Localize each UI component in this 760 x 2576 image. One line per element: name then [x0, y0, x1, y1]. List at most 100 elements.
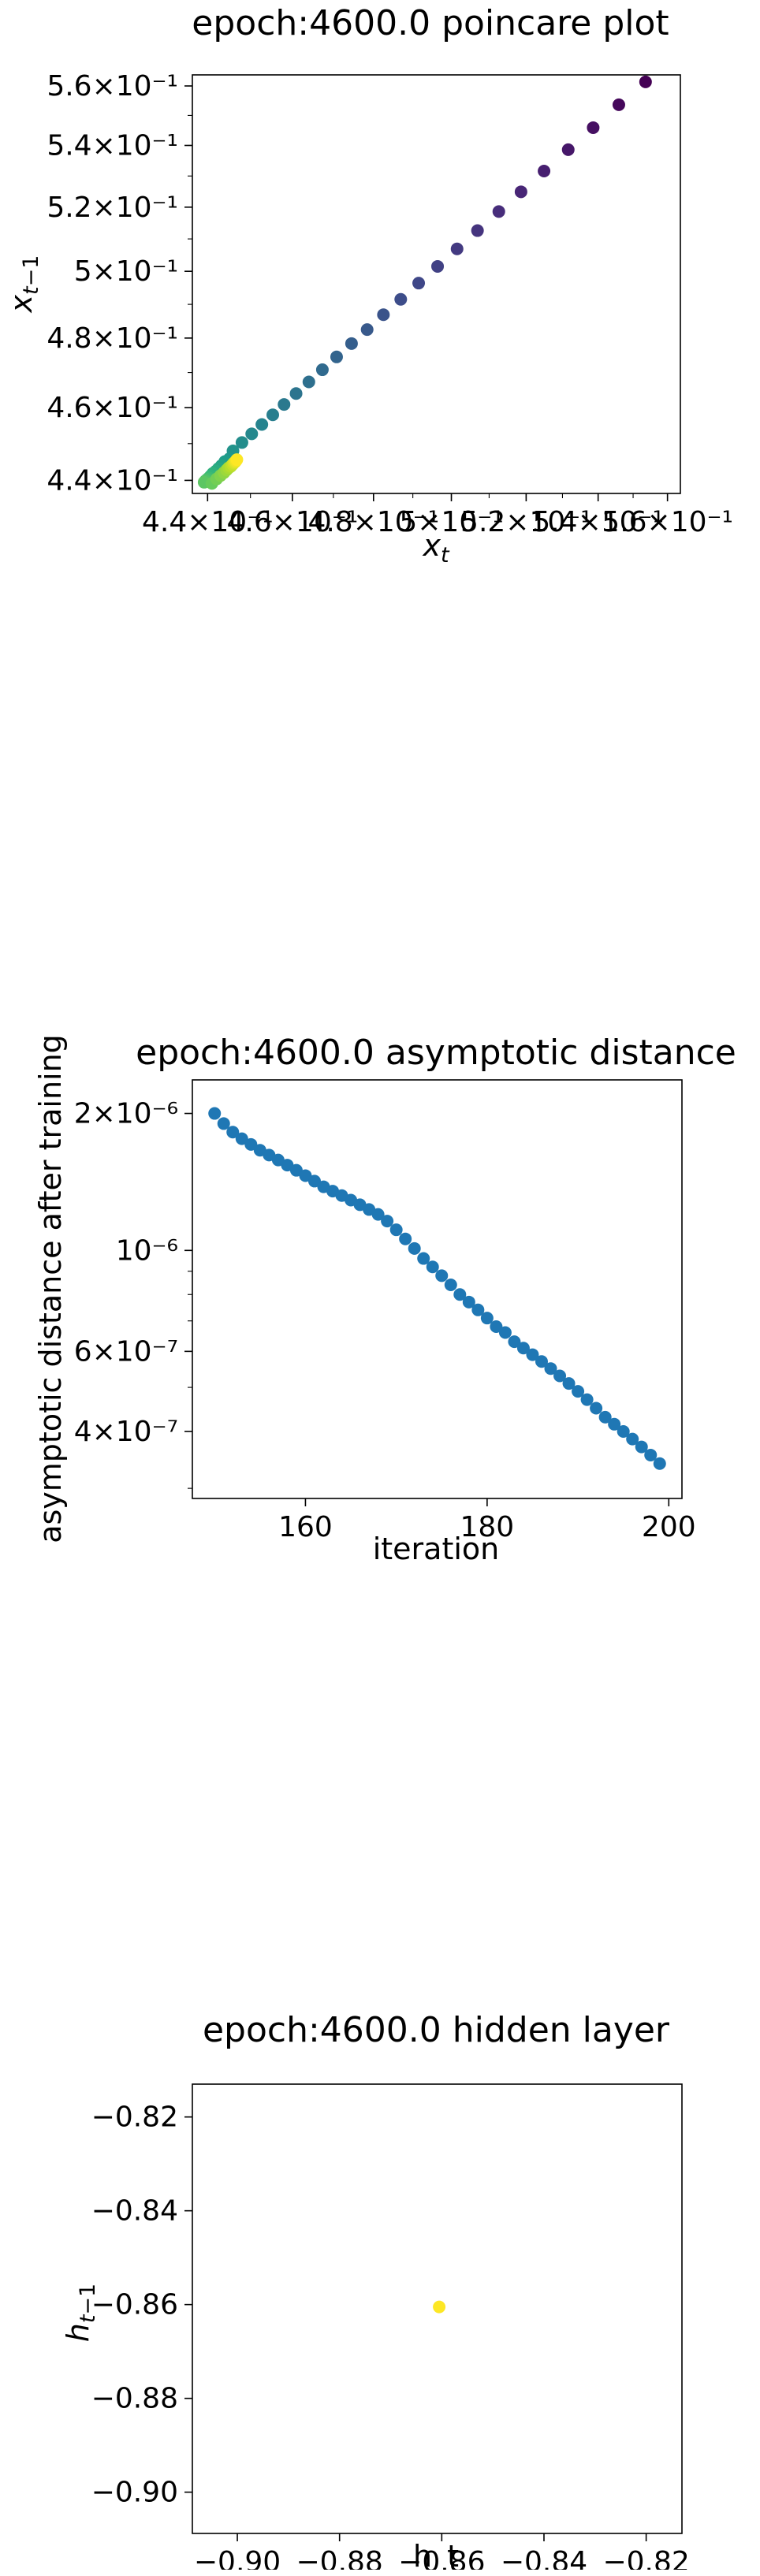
x-tick-label: 5.4×10⁻¹	[532, 506, 664, 538]
x-tick-label: −0.88	[296, 2546, 383, 2570]
data-point	[587, 121, 600, 134]
data-point	[371, 1208, 385, 1221]
data-point	[498, 1326, 512, 1339]
y-tick-label: 2×10⁻⁶	[74, 1098, 178, 1130]
data-point	[244, 1137, 258, 1151]
data-point	[235, 436, 248, 449]
y-tick-label: 6×10⁻⁷	[74, 1335, 178, 1368]
data-point	[394, 292, 408, 306]
plot-frame	[192, 74, 681, 494]
data-point	[408, 1241, 421, 1255]
data-point	[598, 1410, 612, 1424]
chart-title: epoch:4600.0 poincare plot	[192, 3, 669, 43]
data-point	[471, 1303, 485, 1316]
x-tick-label: 5.6×10⁻¹	[602, 506, 733, 538]
data-point	[302, 375, 315, 389]
data-point	[561, 143, 575, 156]
data-point	[435, 1269, 449, 1282]
y-tick-label: −0.84	[91, 2195, 178, 2228]
data-point	[315, 363, 329, 377]
hidden-layer-chart: epoch:4600.0 hidden layer −0.90 −0.88 −0.8…	[61, 2010, 690, 2570]
data-point	[330, 350, 343, 363]
data-point	[426, 1260, 439, 1274]
chart-title: epoch:4600.0 hidden layer	[203, 2010, 670, 2050]
y-tick-label: −0.82	[91, 2101, 178, 2134]
y-tick-label: 5.6×10⁻¹	[47, 70, 178, 102]
x-tick-label: −0.84	[501, 2546, 587, 2570]
data-point	[462, 1295, 475, 1308]
data-point	[217, 1117, 230, 1130]
data-point	[381, 1215, 394, 1228]
data-point	[360, 323, 374, 337]
data-point	[289, 1163, 303, 1177]
y-tick-label: −0.86	[91, 2289, 178, 2321]
data-point	[590, 1402, 603, 1415]
y-tick-label: 4.8×10⁻¹	[47, 322, 178, 355]
x-tick-label: 4.6×10⁻¹	[227, 506, 359, 538]
y-tick-label: 5.2×10⁻¹	[47, 192, 178, 224]
x-axis-label: iteration	[373, 1532, 500, 1566]
data-point	[562, 1377, 576, 1390]
data-point	[453, 1288, 467, 1301]
x-axis-label: h_t	[413, 2539, 459, 2570]
data-point	[399, 1232, 412, 1245]
data-point	[516, 1342, 530, 1355]
data-point	[278, 398, 291, 411]
x-tick-label: 4.8×10⁻¹	[307, 506, 439, 538]
data-point	[444, 1279, 457, 1292]
data-point	[471, 224, 484, 237]
data-point	[626, 1432, 639, 1446]
y-tick-label: −0.90	[91, 2477, 178, 2509]
plot-frame	[192, 2083, 683, 2534]
data-point	[266, 408, 279, 422]
data-point	[490, 1320, 503, 1333]
x-tick-label: −0.90	[194, 2546, 281, 2570]
data-point	[307, 1174, 321, 1188]
y-tick-label: 4.6×10⁻¹	[47, 392, 178, 424]
data-point	[255, 418, 269, 431]
y-axis-label: ht−1	[61, 2284, 100, 2343]
data-point	[644, 1448, 658, 1461]
x-tick-label: 5.2×10⁻¹	[460, 506, 592, 538]
data-point	[572, 1385, 585, 1398]
data-point	[492, 205, 505, 218]
data-point	[544, 1362, 557, 1375]
poincare-plot-chart: epoch:4600.0 poincare plot 4.4×10⁻¹4.6×1…	[4, 3, 733, 568]
data-point	[508, 1335, 521, 1349]
data-point	[345, 337, 358, 350]
y-tick-label: 10⁻⁶	[116, 1234, 178, 1267]
y-tick-label: −0.88	[91, 2383, 178, 2415]
y-axis-label: xt−1	[4, 255, 43, 314]
data-point	[580, 1393, 594, 1406]
y-tick-label: 5×10⁻¹	[74, 255, 178, 288]
data-point	[617, 1425, 630, 1439]
data-point	[639, 75, 652, 88]
x-tick-label: 4.4×10⁻¹	[142, 506, 274, 538]
data-point	[653, 1457, 666, 1470]
data-point	[226, 1126, 240, 1139]
y-tick-label: 4.4×10⁻¹	[47, 464, 178, 497]
data-point	[538, 165, 551, 178]
data-point	[608, 1417, 621, 1431]
y-axis-label: asymptotic distance after training	[33, 1034, 68, 1543]
data-point	[433, 2300, 446, 2314]
x-tick-label: 180	[460, 1511, 515, 1543]
data-point	[412, 277, 426, 290]
data-point	[480, 1312, 494, 1325]
data-point	[417, 1252, 430, 1265]
data-point	[450, 242, 464, 255]
data-point	[553, 1369, 567, 1383]
data-point	[299, 1169, 312, 1182]
data-point	[535, 1355, 548, 1368]
data-point	[612, 98, 625, 111]
asymptotic-distance-chart: epoch:4600.0 asymptotic distance 160 180 2…	[33, 1033, 736, 1566]
x-tick-label: 200	[642, 1511, 696, 1543]
data-point	[235, 1132, 248, 1145]
data-point	[377, 308, 390, 322]
x-tick-label: 160	[278, 1511, 333, 1543]
y-tick-label: 4×10⁻⁷	[74, 1416, 178, 1448]
data-point	[431, 259, 445, 273]
data-point	[289, 387, 303, 400]
x-tick-label: −0.86	[398, 2546, 485, 2570]
chart-title: epoch:4600.0 asymptotic distance	[136, 1033, 736, 1073]
